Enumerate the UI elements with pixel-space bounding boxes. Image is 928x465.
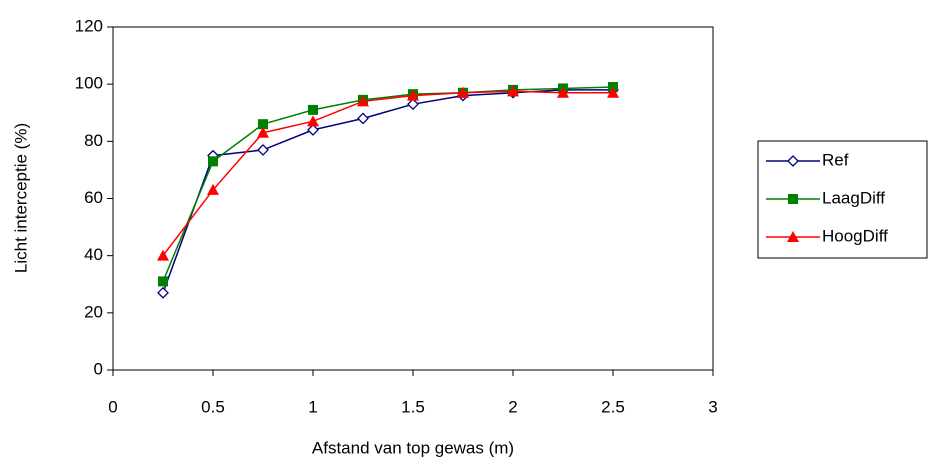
legend-label: HoogDiff <box>822 226 888 245</box>
x-tick-label: 0.5 <box>201 397 225 416</box>
marker <box>557 86 569 98</box>
y-tick-label: 40 <box>84 245 103 264</box>
marker <box>308 104 318 115</box>
y-tick-label: 0 <box>94 359 103 378</box>
marker <box>357 112 369 125</box>
legend-label: Ref <box>822 150 849 169</box>
marker <box>407 89 419 101</box>
y-tick-label: 100 <box>75 74 103 93</box>
y-axis-label: Licht interceptie (%) <box>11 123 30 273</box>
legend-label: LaagDiff <box>822 188 885 207</box>
marker <box>258 119 268 130</box>
y-tick-label: 20 <box>84 302 103 321</box>
x-tick-label: 1 <box>308 397 317 416</box>
marker <box>457 86 469 98</box>
x-tick-label: 2 <box>508 397 517 416</box>
marker <box>307 115 319 127</box>
x-tick-label: 3 <box>708 397 717 416</box>
marker <box>157 249 169 261</box>
marker <box>307 123 319 136</box>
legend-marker <box>787 155 799 167</box>
x-tick-label: 2.5 <box>601 397 625 416</box>
marker <box>407 98 419 111</box>
marker <box>208 156 218 167</box>
y-tick-label: 60 <box>84 188 103 207</box>
plot-area <box>112 26 714 371</box>
series-line <box>162 90 613 257</box>
y-tick-label: 120 <box>75 16 103 35</box>
marker <box>607 86 619 98</box>
marker <box>257 143 269 156</box>
marker <box>157 286 169 299</box>
legend-marker <box>787 231 799 242</box>
series-line <box>162 89 613 294</box>
marker <box>507 85 519 97</box>
marker <box>357 95 369 107</box>
marker <box>207 183 219 195</box>
y-tick-label: 80 <box>84 131 103 150</box>
series-line <box>162 86 614 282</box>
x-tick-label: 1.5 <box>401 397 425 416</box>
legend-marker <box>788 194 798 204</box>
marker <box>257 126 269 138</box>
marker <box>158 276 168 287</box>
x-axis-label: Afstand van top gewas (m) <box>312 438 514 457</box>
x-tick-label: 0 <box>108 397 117 416</box>
